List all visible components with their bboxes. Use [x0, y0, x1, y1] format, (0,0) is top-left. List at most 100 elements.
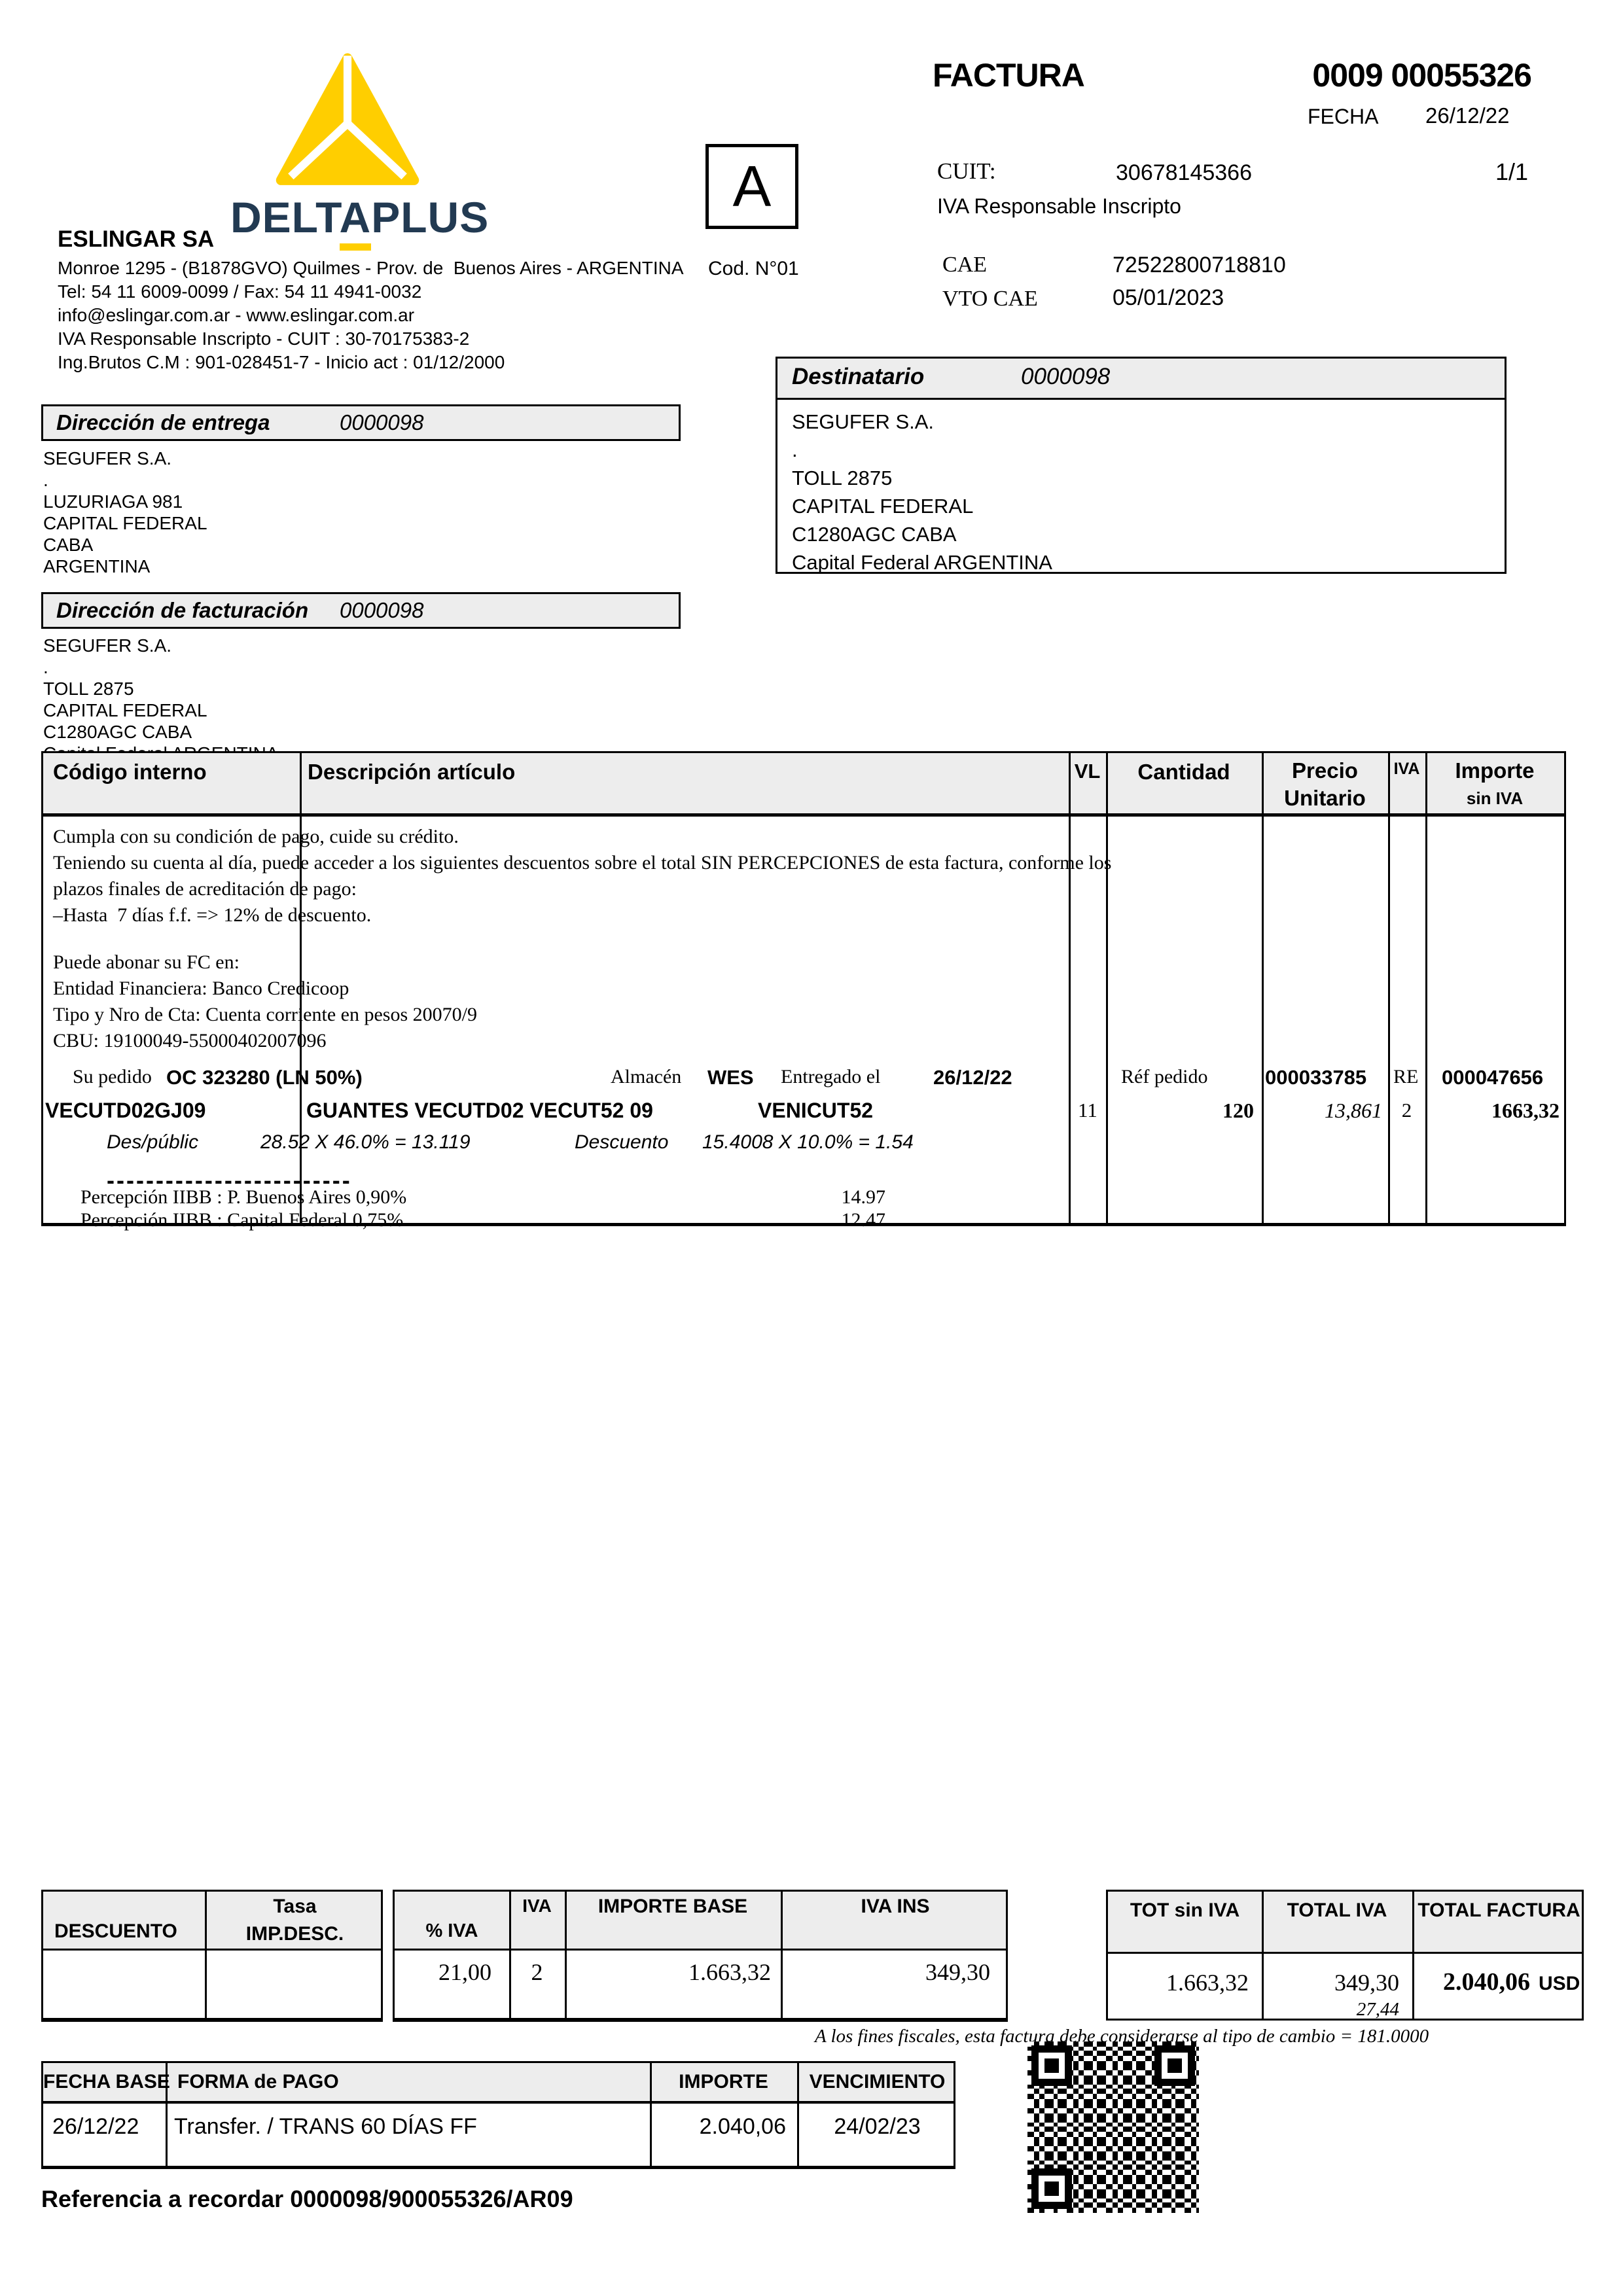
entrega-line: ARGENTINA	[43, 556, 151, 576]
des-public-label: Des/públic	[107, 1131, 199, 1153]
re-label: RE	[1393, 1066, 1419, 1087]
qr-finder-icon	[1154, 2045, 1195, 2086]
item-codigo: VECUTD02GJ09	[45, 1099, 206, 1122]
message-line: Tipo y Nro de Cta: Cuenta corriente en p…	[53, 1004, 477, 1025]
descuento-label: Descuento	[575, 1131, 669, 1153]
facturacion-line: C1280AGC CABA	[43, 722, 192, 742]
message-line: Entidad Financiera: Banco Credicoop	[53, 978, 349, 999]
entrega-line: CAPITAL FEDERAL	[43, 513, 207, 533]
percepcion-2-label: Percepción IIBB : Capital Federal 0,75%	[80, 1209, 404, 1231]
facturacion-line: .	[43, 657, 48, 677]
re-code: 000047656	[1442, 1066, 1544, 1089]
invoice-letter: A	[732, 154, 772, 219]
col-header-iva: IVA	[1393, 760, 1420, 778]
facturacion-title: Dirección de facturación	[56, 598, 309, 622]
brand-logo-icon	[276, 53, 419, 185]
facturacion-line: SEGUFER S.A.	[43, 635, 172, 656]
entrega-line: CABA	[43, 535, 94, 555]
almacen-label: Almacén	[611, 1066, 682, 1087]
iva-col-header: IVA	[522, 1896, 552, 1916]
wordmark-accent-letter: A	[339, 193, 372, 251]
column-divider	[205, 1892, 207, 2018]
credit-conditions-message: Cumpla con su condición de pago, cuide s…	[53, 824, 1111, 928]
entrega-line: LUZURIAGA 981	[43, 491, 183, 512]
tot-sin-iva-value: 1.663,32	[1166, 1969, 1249, 1996]
destinatario-line: Capital Federal ARGENTINA	[792, 551, 1052, 574]
col-header-vl: VL	[1074, 760, 1101, 783]
column-divider	[1425, 753, 1427, 1223]
column-divider	[650, 2063, 652, 2166]
cuit-value: 30678145366	[1116, 160, 1253, 185]
destinatario-title: Destinatario	[792, 364, 925, 389]
company-ingbrutos-line: Ing.Brutos C.M : 901-028451-7 - Inicio a…	[58, 352, 505, 372]
reference-line: Referencia a recordar 0000098/900055326/…	[41, 2185, 573, 2212]
percepcion-2-value: 12.47	[841, 1209, 886, 1231]
imp-desc-header: IMP.DESC.	[245, 1923, 344, 1945]
percepcion-1-value: 14.97	[841, 1186, 886, 1208]
entrega-address: SEGUFER S.A. . LUZURIAGA 981 CAPITAL FED…	[43, 448, 207, 577]
ref-pedido-value: 000033785	[1265, 1066, 1367, 1089]
vencimiento-header: VENCIMIENTO	[809, 2071, 946, 2093]
payment-info-message: Puede abonar su FC en: Entidad Financier…	[53, 949, 477, 1054]
message-line: Teniendo su cuenta al día, puede acceder…	[53, 852, 1112, 874]
iva-code-value: 2	[531, 1959, 543, 1985]
destinatario-line: TOLL 2875	[792, 467, 893, 489]
col-header-descripcion: Descripción artículo	[308, 760, 516, 784]
iva-ins-header: IVA INS	[861, 1896, 930, 1917]
almacen-value: WES	[707, 1066, 754, 1089]
cae-label: CAE	[942, 253, 987, 277]
payment-table: FECHA BASE FORMA de PAGO IMPORTE VENCIMI…	[41, 2061, 955, 2169]
items-table-header: Código interno Descripción artículo VL C…	[43, 753, 1564, 817]
iva-condition: IVA Responsable Inscripto	[937, 194, 1181, 218]
column-divider	[509, 1892, 511, 2018]
wordmark-part: DELT	[230, 193, 340, 241]
facturacion-line: TOLL 2875	[43, 679, 134, 699]
company-phone-line: Tel: 54 11 6009-0099 / Fax: 54 11 4941-0…	[58, 281, 422, 302]
column-divider	[1262, 1892, 1264, 2019]
entrega-line: SEGUFER S.A.	[43, 448, 172, 468]
su-pedido-label: Su pedido	[73, 1066, 152, 1087]
column-divider	[1106, 753, 1108, 1223]
destinatario-line: C1280AGC CABA	[792, 523, 957, 546]
vto-cae-label: VTO CAE	[942, 287, 1038, 311]
column-divider	[781, 1892, 783, 2018]
forma-pago-header: FORMA de PAGO	[177, 2071, 339, 2093]
item-importe: 1663,32	[1491, 1099, 1560, 1122]
cae-value: 72522800718810	[1113, 253, 1286, 277]
item-separator: -------------------------	[107, 1167, 352, 1193]
destinatario-line: .	[792, 438, 798, 461]
message-line: –Hasta 7 días f.f. => 12% de descuento.	[53, 904, 372, 926]
destinatario-address: SEGUFER S.A. . TOLL 2875 CAPITAL FEDERAL…	[777, 400, 1505, 576]
company-details: Monroe 1295 - (B1878GVO) Quilmes - Prov.…	[58, 256, 684, 374]
iva-ins-value: 349,30	[925, 1959, 990, 1985]
message-line: Puede abonar su FC en:	[53, 951, 240, 973]
message-line: plazos finales de acreditación de pago:	[53, 878, 357, 900]
column-divider	[166, 2063, 168, 2166]
entrega-header-bar: Dirección de entrega 0000098	[41, 404, 681, 441]
su-pedido-value: OC 323280 (LN 50%)	[166, 1066, 363, 1089]
vencimiento-value: 24/02/23	[834, 2114, 921, 2139]
importe-value: 2.040,06	[699, 2114, 786, 2139]
entrega-title: Dirección de entrega	[56, 410, 270, 434]
page-indicator: 1/1	[1495, 158, 1529, 185]
destinatario-code: 0000098	[1021, 364, 1111, 389]
tot-sin-iva-header: TOT sin IVA	[1130, 1899, 1240, 1921]
col-header-precio-2: Unitario	[1284, 786, 1366, 810]
company-address-line: Monroe 1295 - (B1878GVO) Quilmes - Prov.…	[58, 258, 684, 278]
col-header-importe: Importe	[1455, 758, 1535, 783]
ref-pedido-label: Réf pedido	[1121, 1066, 1208, 1087]
company-email-line: info@eslingar.com.ar - www.eslingar.com.…	[58, 305, 415, 325]
totals-box: TOT sin IVA TOTAL IVA TOTAL FACTURA 1.66…	[1106, 1890, 1584, 2021]
pct-iva-value: 21,00	[438, 1959, 491, 1985]
descuento-header: DESCUENTO	[54, 1920, 177, 1942]
column-divider	[1388, 753, 1390, 1223]
col-header-codigo: Código interno	[53, 760, 207, 784]
qr-finder-icon	[1031, 2045, 1072, 2086]
company-name: ESLINGAR SA	[58, 226, 215, 252]
item-precio-unitario: 13,861	[1325, 1099, 1382, 1122]
entrega-line: .	[43, 470, 48, 490]
column-divider	[1069, 753, 1071, 1223]
fecha-label: FECHA	[1308, 105, 1379, 128]
iva-box: % IVA IVA IMPORTE BASE IVA INS 21,00 2 1…	[393, 1890, 1008, 2022]
